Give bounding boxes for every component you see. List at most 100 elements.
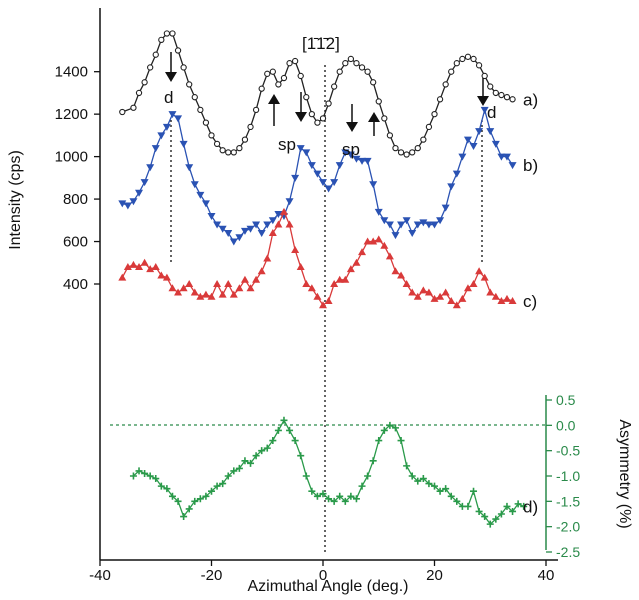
data-point	[447, 183, 456, 191]
data-point	[141, 79, 148, 86]
data-point	[463, 284, 472, 292]
data-point	[285, 220, 294, 228]
data-point	[241, 457, 249, 465]
data-point	[302, 149, 311, 157]
data-point	[475, 267, 484, 275]
data-point	[424, 221, 433, 229]
data-point	[442, 485, 450, 493]
data-point	[503, 502, 511, 510]
data-point	[481, 513, 489, 521]
annotation-d-right: d	[487, 103, 496, 122]
data-point	[258, 85, 265, 92]
data-point	[151, 145, 160, 153]
asymmetry-tick-label: -1.5	[556, 493, 580, 509]
data-point	[224, 230, 233, 238]
data-point	[492, 515, 500, 523]
data-point	[146, 265, 155, 273]
data-point	[402, 280, 411, 287]
annotations: d sp sp d [1̄1̄2]	[164, 34, 496, 159]
asymmetry-axis-title: Asymmetry (%)	[616, 419, 633, 528]
data-point	[497, 153, 506, 161]
asymmetry-tick-label: -0.5	[556, 443, 580, 459]
data-point	[502, 153, 511, 161]
data-point	[190, 181, 199, 189]
data-point	[408, 472, 416, 480]
data-point	[303, 94, 310, 101]
data-point	[335, 275, 344, 283]
data-point	[364, 68, 371, 75]
data-point	[381, 115, 388, 122]
data-point	[252, 106, 260, 114]
data-point	[475, 507, 483, 515]
data-point	[119, 108, 126, 116]
series-0: a)	[119, 30, 538, 158]
data-point	[453, 60, 460, 67]
data-point	[520, 502, 528, 510]
data-point	[370, 79, 377, 86]
data-point	[486, 520, 494, 528]
arrowhead-sp-left-up	[268, 94, 280, 104]
data-point	[369, 181, 378, 189]
asymmetry-tick-label: 0.5	[556, 392, 576, 408]
data-point	[207, 292, 216, 300]
data-point	[162, 273, 171, 281]
data-point	[319, 115, 327, 122]
data-point	[453, 497, 461, 505]
data-point	[397, 221, 406, 229]
data-point	[497, 510, 505, 518]
data-point	[275, 81, 282, 88]
data-point	[268, 229, 277, 237]
data-point	[291, 246, 300, 254]
data-point	[280, 74, 288, 82]
data-point	[247, 459, 255, 467]
data-point	[208, 487, 215, 495]
data-point	[325, 495, 333, 503]
data-point	[218, 290, 227, 298]
data-point	[336, 68, 343, 75]
data-point	[419, 286, 428, 294]
data-point	[369, 237, 378, 245]
data-point	[358, 248, 367, 256]
data-point	[352, 258, 361, 266]
arrowhead-sp-right-down	[346, 122, 358, 132]
data-point	[213, 280, 222, 287]
data-point	[363, 237, 372, 245]
data-point	[207, 213, 216, 221]
data-point	[441, 204, 450, 212]
data-point	[430, 294, 439, 302]
data-point	[409, 149, 416, 156]
data-point	[123, 202, 132, 210]
data-point	[420, 136, 427, 143]
data-point	[358, 157, 367, 165]
data-point	[431, 482, 438, 490]
data-point	[202, 492, 210, 500]
data-point	[191, 94, 198, 101]
data-point	[213, 140, 221, 148]
data-point	[464, 502, 472, 510]
data-point	[397, 271, 406, 279]
data-point	[330, 179, 339, 187]
series-label: b)	[523, 156, 538, 175]
data-point	[146, 472, 154, 480]
data-point	[252, 452, 260, 460]
data-point	[208, 132, 215, 139]
data-point	[414, 144, 421, 152]
data-point	[174, 288, 183, 296]
y-tick-label: 400	[63, 276, 88, 293]
data-point	[346, 265, 355, 273]
asymmetry-tick-label: 0.0	[556, 417, 576, 433]
data-point	[486, 288, 495, 296]
data-point	[135, 89, 143, 97]
data-point	[414, 477, 422, 485]
series-3: d)	[129, 416, 538, 528]
data-point	[492, 89, 499, 97]
data-point	[168, 492, 176, 500]
data-point	[491, 292, 500, 300]
data-point	[469, 143, 478, 150]
data-point	[213, 482, 221, 490]
data-point	[308, 111, 315, 118]
data-point	[152, 475, 160, 483]
data-point	[481, 72, 488, 80]
data-point	[269, 437, 277, 445]
data-point	[498, 91, 505, 99]
